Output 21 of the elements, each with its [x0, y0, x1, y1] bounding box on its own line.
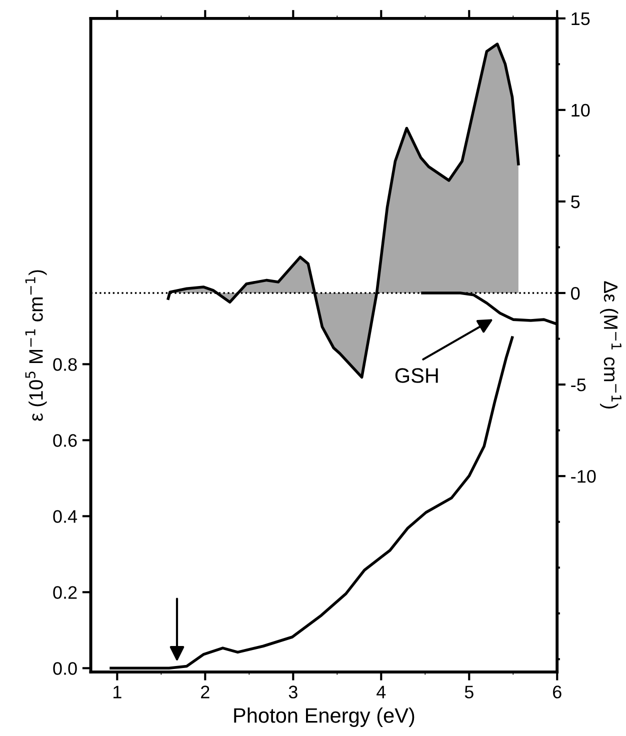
- x-tick-label: 6: [553, 686, 562, 698]
- y-tick-label: 0.2: [53, 586, 77, 599]
- x-tick-label: 4: [376, 686, 386, 698]
- x-tick-label: 2: [201, 686, 210, 698]
- y2-tick-label: 5: [571, 196, 580, 208]
- y-tick-label: 0.0: [53, 662, 77, 675]
- y2-tick-label: 0: [571, 286, 580, 300]
- y2-tick-label: -10: [571, 470, 596, 483]
- y-tick-label: 0.6: [53, 434, 77, 447]
- y-tick-label: 0.4: [53, 510, 78, 523]
- y2-axis-title: Δε (M$^{−1}$ cm$^{−1}$): [600, 281, 622, 409]
- annotation: GSH: [395, 368, 438, 383]
- y2-tick-label: 10: [572, 104, 590, 117]
- x-tick-label: 5: [464, 686, 474, 698]
- x-axis-title: Photon Energy (eV): [234, 708, 414, 727]
- y2-tick-label: -5: [571, 378, 586, 392]
- x-tick-label: 1: [114, 686, 122, 698]
- x-tick-label: 3: [288, 686, 298, 698]
- y2-tick-label: 15: [572, 12, 590, 26]
- y-tick-label: 0.8: [53, 358, 77, 371]
- y-axis-title: ε (10$^{5}$ M$^{−1}$ cm$^{−1}$): [25, 270, 47, 421]
